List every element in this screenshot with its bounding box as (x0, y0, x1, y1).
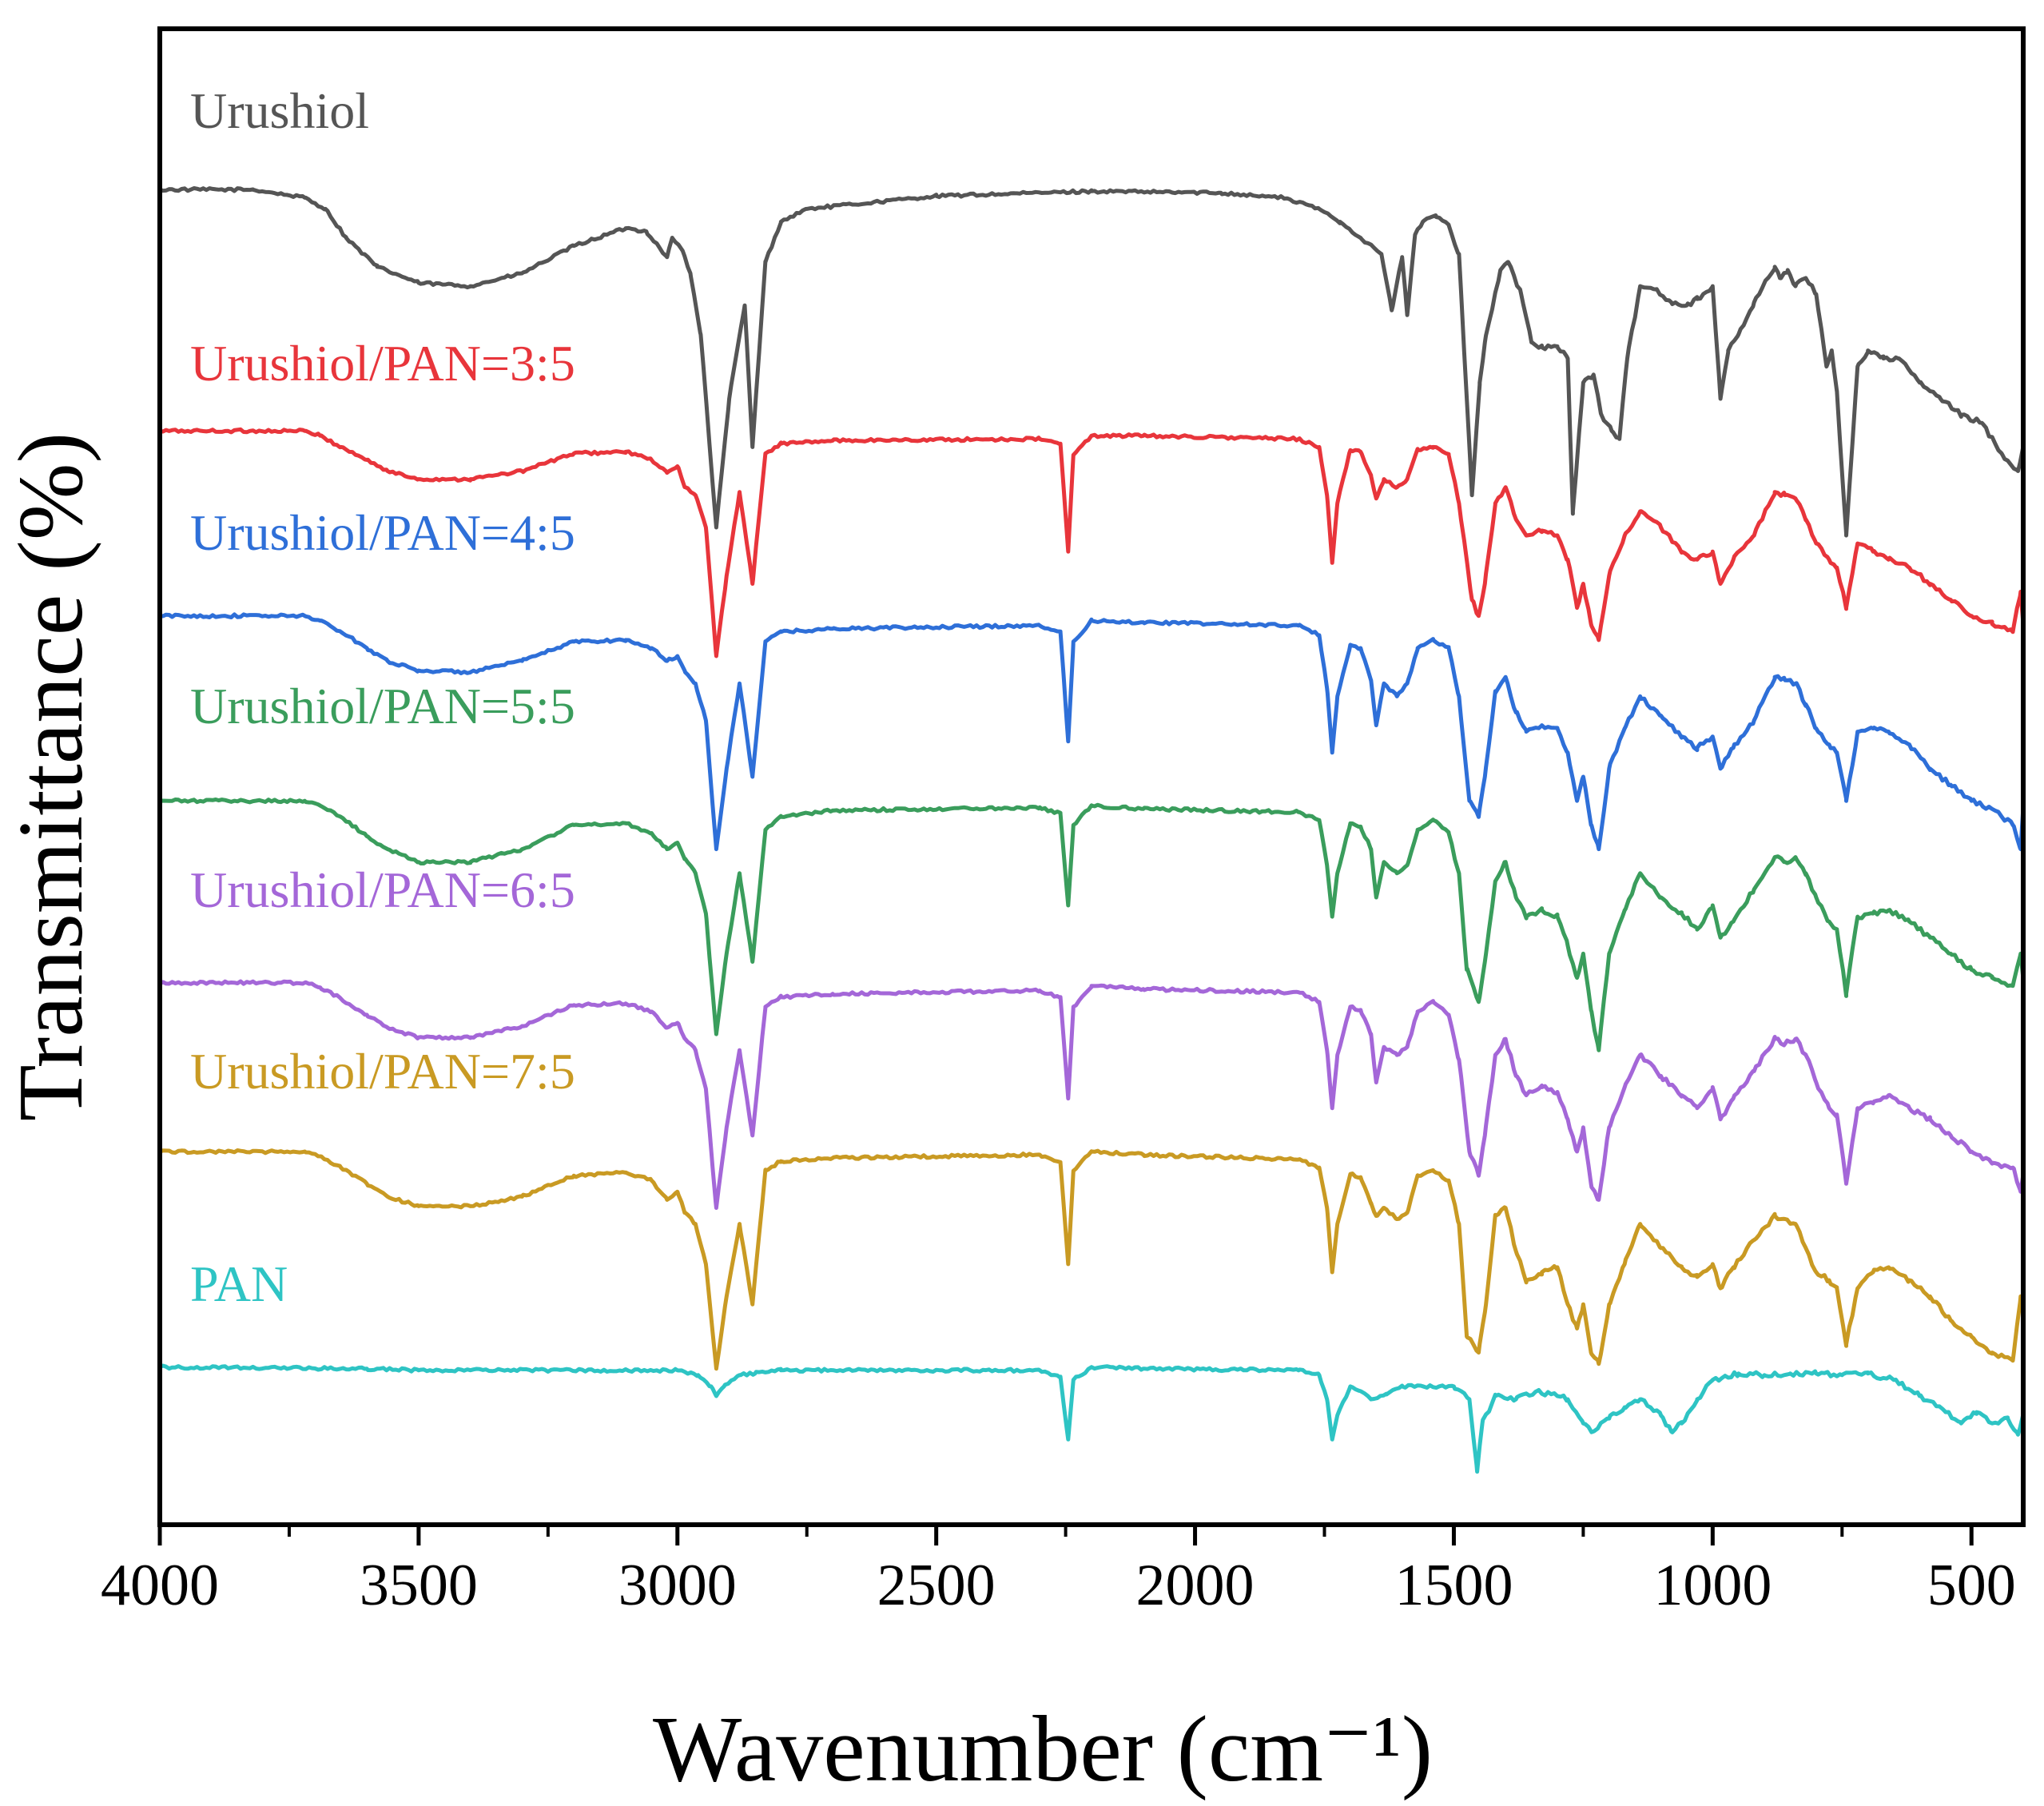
series-line-urushiol-pan-5-5 (157, 798, 2026, 1052)
x-tick-label: 3500 (360, 1553, 478, 1618)
series-line-urushiol-pan-4-5 (157, 612, 2026, 852)
series-label-urushiol-pan-5-5: Urushiol/PAN=5:5 (190, 678, 575, 734)
series-label-pan: PAN (190, 1255, 288, 1312)
x-tick-label: 2500 (877, 1553, 996, 1618)
x-tick-label: 500 (1927, 1553, 2016, 1618)
x-axis-label: Wavenumber (cm⁻¹) (653, 1697, 1433, 1801)
series-label-urushiol: Urushiol (190, 82, 369, 139)
series-curves (157, 186, 2026, 1474)
x-tick-label: 1500 (1394, 1553, 1513, 1618)
y-axis-label: Transmittance (%) (0, 432, 102, 1121)
series-label-urushiol-pan-6-5: Urushiol/PAN=6:5 (190, 861, 575, 918)
series-line-pan (157, 1363, 2026, 1474)
series-line-urushiol (157, 186, 2026, 538)
series-label-urushiol-pan-7-5: Urushiol/PAN=7:5 (190, 1043, 575, 1100)
plot-frame (157, 26, 2026, 1527)
x-axis-tick-labels: 4000 3500 3000 2500 2000 1500 1000 500 (101, 1553, 2016, 1618)
series-line-urushiol-pan-6-5 (157, 979, 2026, 1210)
series-label-urushiol-pan-3-5: Urushiol/PAN=3:5 (190, 335, 575, 392)
x-tick-label: 2000 (1136, 1553, 1255, 1618)
series-labels: Urushiol Urushiol/PAN=3:5 Urushiol/PAN=4:5… (190, 82, 575, 1312)
series-line-urushiol-pan-7-5 (159, 1148, 2026, 1371)
x-tick-label: 4000 (101, 1553, 219, 1618)
x-tick-label: 1000 (1653, 1553, 1772, 1618)
series-label-urushiol-pan-4-5: Urushiol/PAN=4:5 (190, 504, 575, 561)
series-line-urushiol-pan-3-5 (157, 427, 2026, 658)
x-axis-ticks (157, 1525, 1974, 1545)
x-tick-label: 3000 (618, 1553, 737, 1618)
